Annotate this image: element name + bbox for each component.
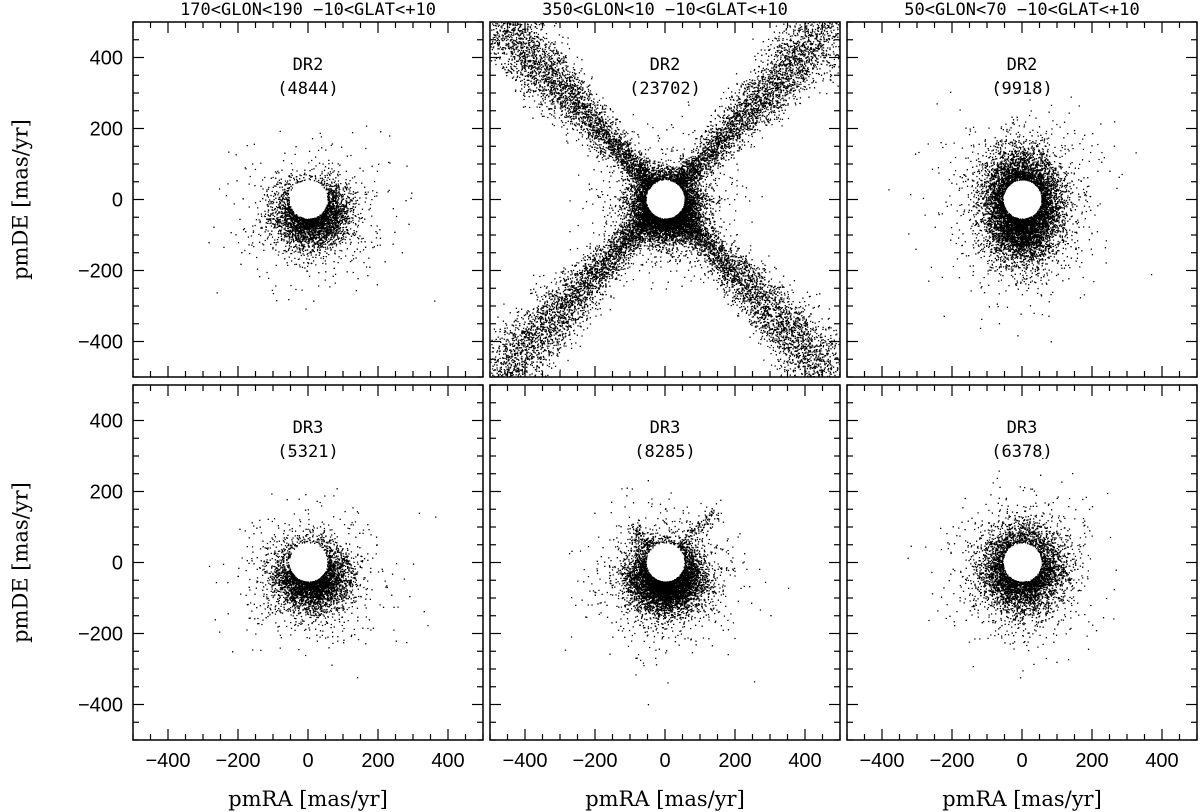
y-tick-label: 200 bbox=[90, 119, 123, 141]
x-tick-label: −200 bbox=[929, 750, 974, 772]
x-tick-label: 200 bbox=[1075, 750, 1108, 772]
x-tick-label: −400 bbox=[859, 750, 904, 772]
release-label: DR2 bbox=[293, 55, 324, 75]
x-axis-label: pmRA [mas/yr] bbox=[585, 787, 745, 811]
release-label: DR2 bbox=[1007, 55, 1038, 75]
scatter-points bbox=[564, 480, 790, 706]
x-tick-label: 0 bbox=[659, 750, 670, 772]
column-title: 170<GLON<190 −10<GLAT<+10 bbox=[180, 0, 436, 20]
star-count-label: (5321) bbox=[277, 442, 338, 462]
panel-6: −400 −200 0 200 400 pmRA [mas/yr] DR3 (6378) bbox=[846, 384, 1198, 811]
y-tick-label: 200 bbox=[90, 482, 123, 504]
x-axis-label: pmRA [mas/yr] bbox=[942, 787, 1102, 811]
panel-1: −400 −200 0 200 400 pmDE [mas/yr] 170<GLON<190… bbox=[9, 0, 484, 378]
star-count-label: (6378) bbox=[991, 442, 1052, 462]
x-tick-label: 400 bbox=[431, 750, 464, 772]
release-label: DR2 bbox=[650, 55, 681, 75]
release-label: DR3 bbox=[1007, 418, 1038, 438]
panel-2: 350<GLON<10 −10<GLAT<+10 DR2 (23702) bbox=[489, 0, 841, 378]
x-tick-label: −400 bbox=[502, 750, 547, 772]
panel-3: 50<GLON<70 −10<GLAT<+10 DR2 (9918) bbox=[846, 0, 1198, 378]
y-tick-label: −200 bbox=[78, 261, 123, 283]
x-tick-label: 0 bbox=[302, 750, 313, 772]
scatter-points bbox=[208, 452, 437, 679]
y-axis-label: pmDE [mas/yr] bbox=[9, 482, 33, 643]
x-tick-label: 400 bbox=[788, 750, 821, 772]
plot-frame bbox=[132, 384, 484, 741]
scatter-points bbox=[907, 431, 1117, 679]
y-tick-label: 0 bbox=[112, 190, 123, 212]
release-label: DR3 bbox=[293, 418, 324, 438]
x-tick-label: −400 bbox=[145, 750, 190, 772]
y-tick-label: −400 bbox=[78, 695, 123, 717]
x-tick-label: 200 bbox=[718, 750, 751, 772]
y-tick-label: 0 bbox=[112, 553, 123, 575]
panel-5: −400 −200 0 200 400 pmRA [mas/yr] DR3 (8285) bbox=[489, 384, 841, 811]
y-tick-label: −200 bbox=[78, 624, 123, 646]
y-tick-label: 400 bbox=[90, 411, 123, 433]
x-tick-label: 0 bbox=[1016, 750, 1027, 772]
y-tick-label: 400 bbox=[90, 48, 123, 70]
plot-frame bbox=[132, 21, 484, 378]
scatter-points bbox=[490, 22, 840, 377]
scatter-points bbox=[208, 125, 436, 310]
column-title: 50<GLON<70 −10<GLAT<+10 bbox=[904, 0, 1139, 20]
x-tick-label: −200 bbox=[215, 750, 260, 772]
star-count-label: (23702) bbox=[629, 79, 701, 99]
x-tick-label: 400 bbox=[1145, 750, 1178, 772]
star-count-label: (8285) bbox=[634, 442, 695, 462]
x-tick-label: −200 bbox=[572, 750, 617, 772]
y-axis-label: pmDE [mas/yr] bbox=[9, 119, 33, 280]
release-label: DR3 bbox=[650, 418, 681, 438]
scatter-points bbox=[888, 82, 1153, 343]
star-count-label: (9918) bbox=[991, 79, 1052, 99]
panel-4: −400 −200 0 200 400 −400 −200 0 200 400 pmDE [mas/… bbox=[9, 384, 484, 811]
star-count-label: (4844) bbox=[277, 79, 338, 99]
plot-frame bbox=[489, 384, 841, 741]
y-tick-label: −400 bbox=[78, 332, 123, 354]
x-axis-label: pmRA [mas/yr] bbox=[228, 787, 388, 811]
column-title: 350<GLON<10 −10<GLAT<+10 bbox=[542, 0, 788, 20]
plot-frame bbox=[846, 384, 1198, 741]
plot-frame bbox=[846, 21, 1198, 378]
x-tick-label: 200 bbox=[361, 750, 394, 772]
